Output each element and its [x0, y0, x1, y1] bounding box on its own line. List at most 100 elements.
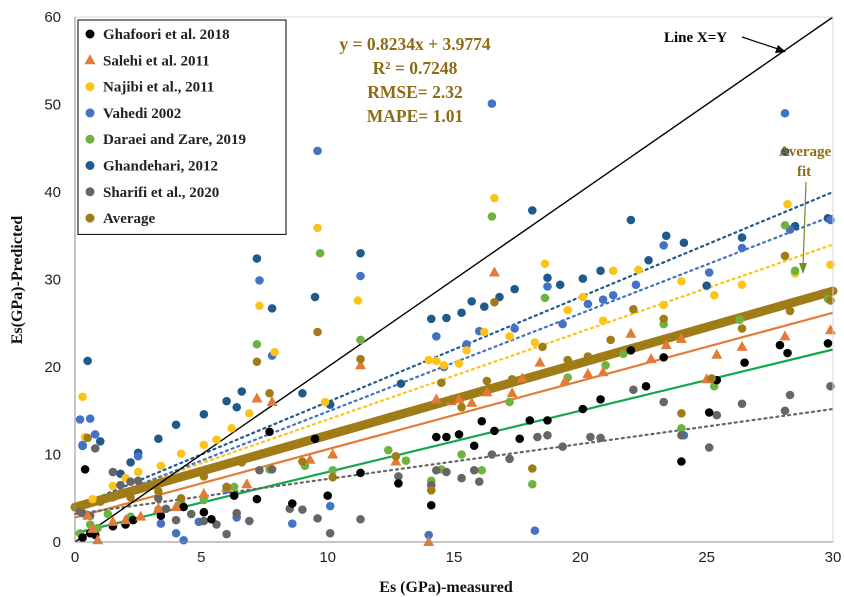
point-salehi-et-al-2011 [481, 386, 493, 397]
legend: Ghafoori et al. 2018 Salehi et al. 2011 Na… [77, 19, 287, 235]
point-average [199, 472, 209, 481]
point-ghafoori-et-al-2018 [659, 353, 669, 362]
point-ghafoori-et-al-2018 [823, 339, 833, 348]
point-sharifi-et-al-2020 [245, 516, 254, 526]
point-sharifi-et-al-2020 [533, 432, 542, 442]
point-najibi-et-al-2011 [320, 397, 330, 407]
regression-equation: y = 0.8234x + 3.9774 [339, 34, 490, 54]
point-ghandehari-2012 [199, 409, 209, 419]
line-xy-annotation: Line X=Y [664, 30, 786, 53]
point-daraei-and-zare-2019 [540, 293, 550, 303]
point-sharifi-et-al-2020 [737, 399, 747, 409]
point-ghandehari-2012 [232, 402, 242, 412]
point-ghandehari-2012 [426, 314, 436, 324]
point-daraei-and-zare-2019 [780, 220, 790, 230]
point-average [528, 464, 537, 473]
point-vahedi-2002 [356, 271, 365, 281]
point-ghandehari-2012 [126, 458, 135, 467]
point-najibi-et-al-2011 [505, 332, 514, 341]
point-najibi-et-al-2011 [176, 449, 186, 458]
point-ghafoori-et-al-2018 [477, 416, 487, 426]
point-average [563, 355, 572, 365]
point-daraei-and-zare-2019 [477, 465, 487, 475]
point-vahedi-2002 [543, 282, 552, 291]
point-daraei-and-zare-2019 [487, 212, 497, 221]
point-najibi-et-al-2011 [462, 346, 471, 355]
point-sharifi-et-al-2020 [586, 432, 595, 442]
point-salehi-et-al-2011 [152, 502, 164, 513]
point-salehi-et-al-2011 [534, 356, 546, 367]
point-vahedi-2002 [171, 528, 181, 538]
point-average [606, 335, 615, 345]
point-salehi-et-al-2011 [82, 509, 94, 520]
point-salehi-et-al-2011 [355, 359, 367, 370]
point-daraei-and-zare-2019 [735, 315, 744, 325]
point-ghandehari-2012 [298, 388, 307, 398]
y-tick-label: 0 [53, 534, 61, 551]
r-squared: R² = 0.7248 [373, 58, 458, 78]
point-average [252, 357, 262, 367]
point-ghandehari-2012 [356, 248, 365, 258]
x-tick-label: 10 [319, 549, 336, 566]
point-ghandehari-2012 [83, 356, 92, 366]
point-salehi-et-al-2011 [675, 333, 687, 343]
fit-line-vahedi-2002 [73, 214, 835, 511]
point-najibi-et-al-2011 [608, 266, 618, 276]
point-ghandehari-2012 [644, 255, 653, 265]
point-ghandehari-2012 [310, 292, 320, 302]
point-najibi-et-al-2011 [432, 356, 441, 366]
point-ghafoori-et-al-2018 [677, 457, 686, 466]
point-ghafoori-et-al-2018 [525, 416, 535, 425]
point-ghafoori-et-al-2018 [310, 434, 320, 444]
point-salehi-et-al-2011 [241, 478, 253, 489]
point-najibi-et-al-2011 [454, 359, 464, 368]
legend-label: Sharifi et al., 2020 [103, 185, 219, 201]
fit-lines [70, 190, 838, 535]
point-ghafoori-et-al-2018 [704, 408, 714, 417]
point-vahedi-2002 [704, 268, 714, 277]
point-najibi-et-al-2011 [133, 467, 143, 477]
line-xy-arrow [741, 36, 782, 51]
legend-label: Salehi et al. 2011 [103, 53, 210, 69]
point-ghafoori-et-al-2018 [469, 441, 479, 451]
point-najibi-et-al-2011 [490, 193, 499, 203]
point-sharifi-et-al-2020 [677, 430, 686, 440]
point-vahedi-2002 [583, 299, 593, 309]
point-vahedi-2002 [78, 440, 87, 450]
point-ghandehari-2012 [555, 280, 565, 290]
point-ghandehari-2012 [252, 254, 262, 263]
legend-label: Ghafoori et al. 2018 [103, 27, 230, 43]
point-average [737, 324, 747, 333]
y-tick-label: 60 [44, 9, 61, 26]
point-sharifi-et-al-2020 [442, 467, 451, 477]
mape: MAPE= 1.01 [367, 106, 464, 126]
point-sharifi-et-al-2020 [161, 504, 171, 514]
point-najibi-et-al-2011 [677, 276, 686, 286]
average-fit-label-line1: Average [779, 144, 832, 160]
point-salehi-et-al-2011 [824, 324, 836, 335]
point-najibi-et-al-2011 [245, 409, 254, 418]
point-salehi-et-al-2011 [582, 368, 594, 378]
average-fit-arrowhead [799, 263, 807, 274]
point-daraei-and-zare-2019 [618, 349, 628, 359]
point-salehi-et-al-2011 [660, 339, 672, 350]
point-najibi-et-al-2011 [255, 301, 264, 311]
point-najibi-et-al-2011 [659, 300, 669, 310]
point-average [507, 374, 517, 384]
point-average [298, 457, 307, 466]
point-salehi-et-al-2011 [466, 396, 478, 407]
point-najibi-et-al-2011 [634, 265, 643, 275]
point-vahedi-2002 [432, 332, 441, 341]
point-vahedi-2002 [659, 241, 669, 250]
legend-label: Najibi et al., 2011 [103, 80, 214, 96]
legend-marker [85, 82, 95, 92]
point-average [780, 251, 790, 261]
legend-marker [85, 29, 95, 39]
point-ghafoori-et-al-2018 [394, 479, 403, 488]
point-average [785, 306, 795, 316]
point-vahedi-2002 [90, 430, 100, 439]
point-vahedi-2002 [530, 526, 540, 535]
point-vahedi-2002 [156, 519, 166, 528]
point-ghandehari-2012 [396, 379, 406, 388]
point-average [78, 500, 87, 510]
